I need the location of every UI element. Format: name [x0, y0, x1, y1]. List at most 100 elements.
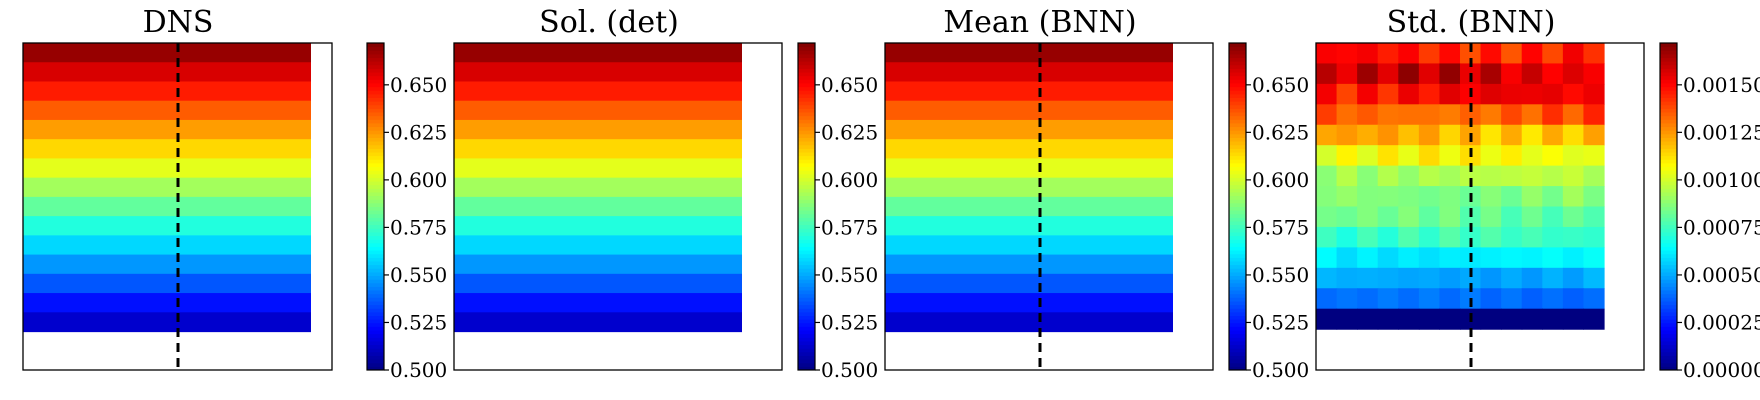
- heat-cell: [1521, 247, 1543, 269]
- colorbar-swatch: [798, 199, 815, 204]
- heat-cell: [1398, 104, 1420, 126]
- colorbar-swatch: [798, 148, 815, 153]
- heat-cell: [1377, 165, 1399, 187]
- colorbar-frame: [1659, 42, 1678, 371]
- heat-cell: [1562, 63, 1585, 85]
- heat-cell: [1521, 124, 1543, 146]
- colorbar-swatch: [798, 311, 815, 316]
- colorbar-swatch: [1229, 137, 1246, 142]
- heat-cell: [1542, 247, 1564, 269]
- heat-cell: [1336, 247, 1358, 269]
- heat-cell: [1501, 206, 1523, 228]
- heat-cell: [1398, 83, 1420, 105]
- colorbar-swatch: [1229, 130, 1246, 135]
- colorbar-tick-label: 0.550: [821, 263, 878, 287]
- colorbar-swatch: [798, 279, 815, 284]
- heat-cell: [1418, 63, 1441, 85]
- colorbar-swatch: [798, 271, 815, 277]
- colorbar-swatch: [1660, 141, 1677, 146]
- heat-cell: [1583, 267, 1605, 289]
- colorbar-swatch: [1229, 231, 1246, 237]
- colorbar-swatch: [1229, 239, 1246, 244]
- heat-cell: [1439, 83, 1461, 105]
- colorbar-swatch: [1660, 206, 1677, 211]
- colorbar-swatch: [1660, 275, 1677, 280]
- heat-cell: [1418, 145, 1441, 167]
- colorbar-swatch: [798, 104, 815, 109]
- colorbar-swatch: [798, 224, 815, 229]
- heat-cell: [1439, 43, 1461, 65]
- colorbar-tick-label: 0.525: [390, 310, 447, 334]
- heat-cell: [1336, 226, 1358, 248]
- colorbar-swatch: [1660, 221, 1677, 226]
- heat-cell: [1439, 288, 1461, 310]
- heat-cell: [1377, 308, 1399, 330]
- colorbar-tick-label: 0.575: [390, 215, 447, 239]
- heat-cell: [1418, 226, 1441, 248]
- colorbar-swatch: [1660, 213, 1677, 218]
- heat-cell: [1316, 83, 1338, 105]
- colorbar-swatch: [1229, 115, 1246, 120]
- colorbar-swatch: [798, 221, 815, 226]
- heat-cell: [1480, 288, 1502, 310]
- colorbar-swatch: [1229, 144, 1246, 149]
- colorbar-swatch: [1660, 46, 1677, 51]
- heat-cell: [1316, 267, 1338, 289]
- heat-cell: [1316, 63, 1338, 85]
- heat-band: [454, 216, 742, 236]
- colorbar-swatch: [798, 75, 815, 80]
- colorbar-swatch: [367, 75, 384, 80]
- heat-cell: [1357, 308, 1379, 330]
- colorbar-swatch: [1229, 64, 1246, 69]
- colorbar-swatch: [798, 46, 815, 51]
- colorbar-swatch: [798, 90, 815, 95]
- heat-cell: [1398, 43, 1420, 65]
- colorbar-swatch: [1660, 271, 1677, 277]
- colorbar-swatch: [1229, 330, 1246, 335]
- heat-cell: [1542, 288, 1564, 310]
- colorbar-swatch: [367, 333, 384, 338]
- heat-cell: [1439, 226, 1461, 248]
- heat-cell: [1501, 165, 1523, 187]
- colorbar-swatch: [1660, 253, 1677, 258]
- colorbar-swatch: [1229, 90, 1246, 95]
- colorbar-swatch: [798, 297, 815, 302]
- colorbar-swatch: [367, 344, 384, 349]
- colorbar-swatch: [1229, 286, 1246, 291]
- colorbar-swatch: [367, 253, 384, 258]
- colorbar-swatch: [1229, 326, 1246, 331]
- colorbar-swatch: [367, 330, 384, 335]
- heat-cell: [1439, 267, 1461, 289]
- colorbar-swatch: [1660, 264, 1677, 269]
- heat-cell: [1460, 165, 1482, 187]
- heat-cell: [1480, 186, 1502, 208]
- heat-cell: [1316, 165, 1338, 187]
- colorbar-swatch: [1229, 268, 1246, 273]
- heat-cell: [1480, 124, 1502, 146]
- heat-cell: [1562, 43, 1585, 65]
- colorbar-swatch: [1229, 155, 1246, 160]
- heat-cell: [1357, 206, 1379, 228]
- colorbar-swatch: [798, 53, 815, 59]
- heat-band: [23, 196, 311, 217]
- heat-cell: [1377, 63, 1399, 85]
- heat-cell: [1418, 308, 1441, 330]
- colorbar-swatch: [367, 235, 384, 240]
- heat-cell: [1398, 206, 1420, 228]
- colorbar-tick-label: 0.00075: [1683, 215, 1760, 239]
- heat-cell: [1521, 145, 1543, 167]
- colorbar-swatch: [798, 155, 815, 160]
- colorbar-swatch: [1660, 119, 1677, 124]
- heat-cell: [1562, 83, 1585, 105]
- colorbar-swatch: [1229, 181, 1246, 186]
- colorbar-swatch: [1660, 239, 1677, 244]
- heat-cell: [1562, 124, 1585, 146]
- colorbar-swatch: [1660, 126, 1677, 131]
- heat-cell: [1562, 247, 1585, 269]
- heat-cell: [1398, 288, 1420, 310]
- colorbar-swatch: [798, 213, 815, 218]
- heat-cell: [1357, 104, 1379, 126]
- heat-band: [454, 100, 742, 121]
- colorbar-swatch: [367, 217, 384, 222]
- heat-band: [885, 62, 1173, 83]
